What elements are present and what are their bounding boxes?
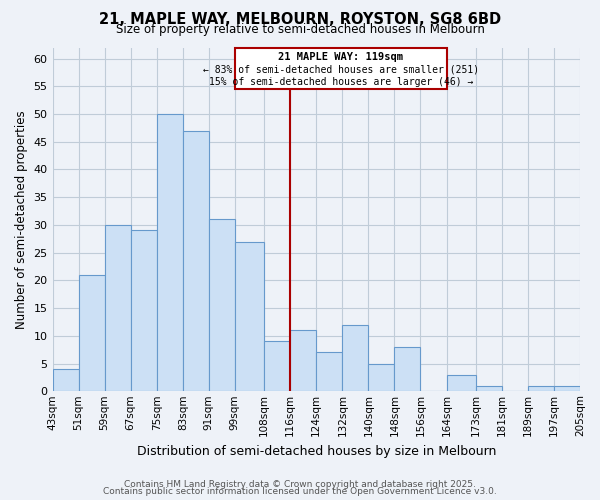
Text: Contains public sector information licensed under the Open Government Licence v3: Contains public sector information licen… [103, 487, 497, 496]
Bar [131, 230, 157, 392]
Bar [157, 114, 183, 392]
Bar [554, 386, 580, 392]
Bar [476, 386, 502, 392]
Bar [316, 352, 343, 392]
Bar [209, 220, 235, 392]
Bar [183, 130, 209, 392]
Bar [264, 342, 290, 392]
Text: Size of property relative to semi-detached houses in Melbourn: Size of property relative to semi-detach… [116, 22, 484, 36]
Bar [79, 275, 104, 392]
Bar [53, 369, 79, 392]
Bar [290, 330, 316, 392]
Text: 21, MAPLE WAY, MELBOURN, ROYSTON, SG8 6BD: 21, MAPLE WAY, MELBOURN, ROYSTON, SG8 6B… [99, 12, 501, 28]
Bar [446, 374, 476, 392]
Y-axis label: Number of semi-detached properties: Number of semi-detached properties [15, 110, 28, 328]
Text: ← 83% of semi-detached houses are smaller (251): ← 83% of semi-detached houses are smalle… [203, 64, 479, 74]
Bar [235, 242, 264, 392]
Bar [343, 324, 368, 392]
X-axis label: Distribution of semi-detached houses by size in Melbourn: Distribution of semi-detached houses by … [137, 444, 496, 458]
Text: Contains HM Land Registry data © Crown copyright and database right 2025.: Contains HM Land Registry data © Crown c… [124, 480, 476, 489]
Text: 15% of semi-detached houses are larger (46) →: 15% of semi-detached houses are larger (… [209, 76, 473, 86]
Bar [104, 225, 131, 392]
Bar [528, 386, 554, 392]
Bar [368, 364, 394, 392]
Bar [394, 347, 421, 392]
Text: 21 MAPLE WAY: 119sqm: 21 MAPLE WAY: 119sqm [278, 52, 403, 62]
FancyBboxPatch shape [235, 48, 446, 89]
